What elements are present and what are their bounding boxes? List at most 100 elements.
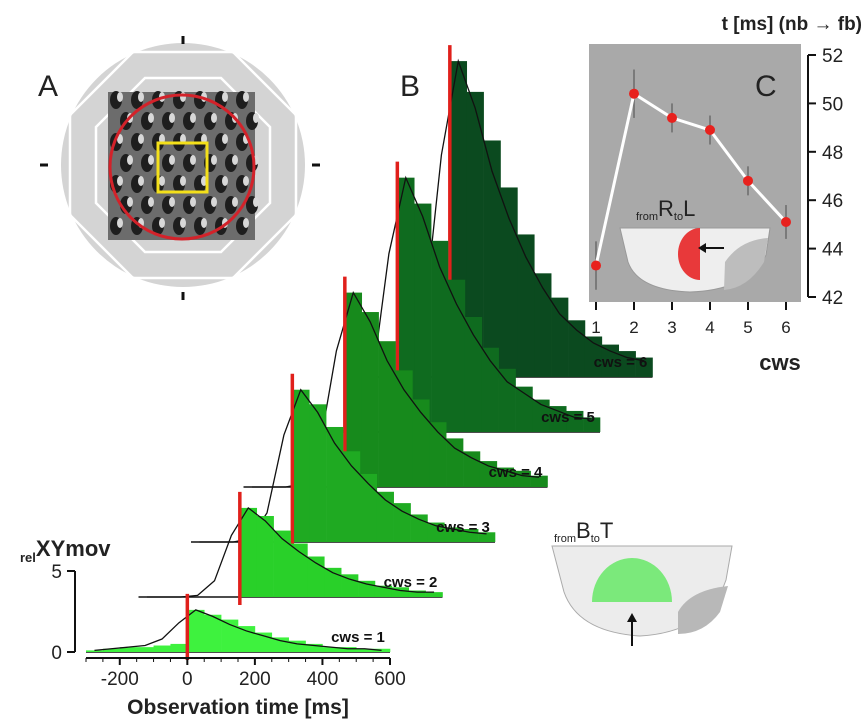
y-tick-label: 5 (51, 562, 62, 583)
point (743, 176, 753, 186)
histogram-bar (187, 610, 204, 652)
texture-cell (222, 176, 228, 186)
texture-cell (211, 155, 217, 165)
y-tick-label: 48 (822, 143, 843, 164)
histogram-bar (396, 370, 413, 487)
x-tick-label: 1 (591, 318, 600, 337)
texture-cell (232, 155, 238, 165)
texture-cell (138, 134, 144, 144)
x-tick-label: 200 (239, 669, 271, 690)
texture-cell (138, 176, 144, 186)
texture-cell (190, 197, 196, 207)
histogram-bar (240, 508, 257, 597)
series-label: cws = 3 (436, 519, 490, 536)
inset-bt: fromBtoT (552, 518, 732, 646)
y-axis-label-sub: rel (20, 550, 36, 565)
figure: A B C fromRtoL fromBtoT cws = 6cws = 5cw… (0, 0, 867, 720)
texture-cell (253, 113, 259, 123)
panel-a: A (38, 36, 320, 300)
x-tick-label: 4 (705, 318, 714, 337)
x-tick-label: 6 (781, 318, 790, 337)
texture-cell (243, 218, 249, 228)
histogram-bar (463, 451, 480, 487)
texture-cell (211, 197, 217, 207)
histogram-bar (358, 581, 375, 597)
texture-cell (159, 218, 165, 228)
histogram-bar (446, 438, 463, 487)
texture-cell (211, 113, 217, 123)
inset-label-part: from (636, 211, 658, 223)
y-axis-label: relXYmov (20, 536, 111, 565)
x-axis-label: Observation time [ms] (127, 696, 349, 719)
histogram-bar (501, 187, 518, 377)
texture-cell (138, 92, 144, 102)
texture-cell (222, 92, 228, 102)
y-tick-label: 52 (822, 46, 843, 67)
inset-label-part: to (674, 211, 683, 223)
series-label: cws = 5 (541, 409, 595, 426)
texture-cell (169, 197, 175, 207)
series-label: cws = 1 (331, 629, 385, 646)
texture-cell (180, 176, 186, 186)
texture-cell (253, 197, 259, 207)
histogram-bar (341, 574, 358, 597)
histogram-bar (274, 531, 291, 597)
panel-label: C (755, 70, 777, 103)
texture-cell (180, 92, 186, 102)
x-tick-label: -200 (101, 669, 139, 690)
histogram-bar (411, 514, 428, 542)
histogram-bar (379, 341, 396, 487)
texture-cell (190, 155, 196, 165)
texture-cell (232, 197, 238, 207)
panel-label: A (38, 70, 58, 103)
x-tick-label: 0 (182, 669, 193, 690)
texture-cell (148, 113, 154, 123)
y-tick-label: 0 (51, 643, 62, 664)
texture-cell (169, 155, 175, 165)
histogram-bar (137, 647, 154, 652)
inset-label-part: R (658, 196, 674, 221)
histogram-bar (431, 241, 448, 432)
inset-label-part: from (554, 533, 576, 545)
point (667, 113, 677, 123)
texture-cell (190, 113, 196, 123)
inset-label: fromBtoT (554, 518, 613, 545)
histogram-bar (448, 280, 465, 432)
series-label: cws = 6 (594, 354, 648, 371)
histogram-bar (238, 626, 255, 652)
y-tick-label: 50 (822, 94, 843, 115)
x-tick-label: 5 (743, 318, 752, 337)
texture-cell (201, 218, 207, 228)
point (781, 217, 791, 227)
inset-label-part: B (576, 518, 591, 543)
series-label: cws = 2 (384, 574, 438, 591)
y-tick-label: 42 (822, 288, 843, 309)
histogram-bar (426, 592, 443, 597)
panel-label: B (400, 70, 420, 103)
series-label: cws = 4 (489, 464, 543, 481)
x-tick-label: 3 (667, 318, 676, 337)
histogram-bar (204, 615, 221, 652)
histogram-bar (517, 234, 534, 377)
texture-cell (169, 113, 175, 123)
y-tick-label: 44 (822, 240, 844, 261)
chart-title: t [ms] (nb → fb) (722, 14, 862, 35)
histogram-bar (499, 369, 516, 432)
point (591, 261, 601, 271)
texture-cell (127, 155, 133, 165)
y-axis-label-main: XYmov (36, 536, 111, 561)
texture-cell (148, 197, 154, 207)
point (705, 125, 715, 135)
histogram-bar (551, 298, 568, 377)
histogram-bar (343, 451, 360, 542)
y-tick-label: 46 (822, 191, 843, 212)
x-tick-label: 400 (307, 669, 339, 690)
point (629, 89, 639, 99)
texture-cell (243, 92, 249, 102)
x-tick-label: 600 (374, 669, 406, 690)
inset-label-part: T (600, 518, 613, 543)
histogram-bar (362, 312, 379, 487)
x-tick-label: 2 (629, 318, 638, 337)
histogram-bar (568, 320, 585, 377)
texture-cell (148, 155, 154, 165)
